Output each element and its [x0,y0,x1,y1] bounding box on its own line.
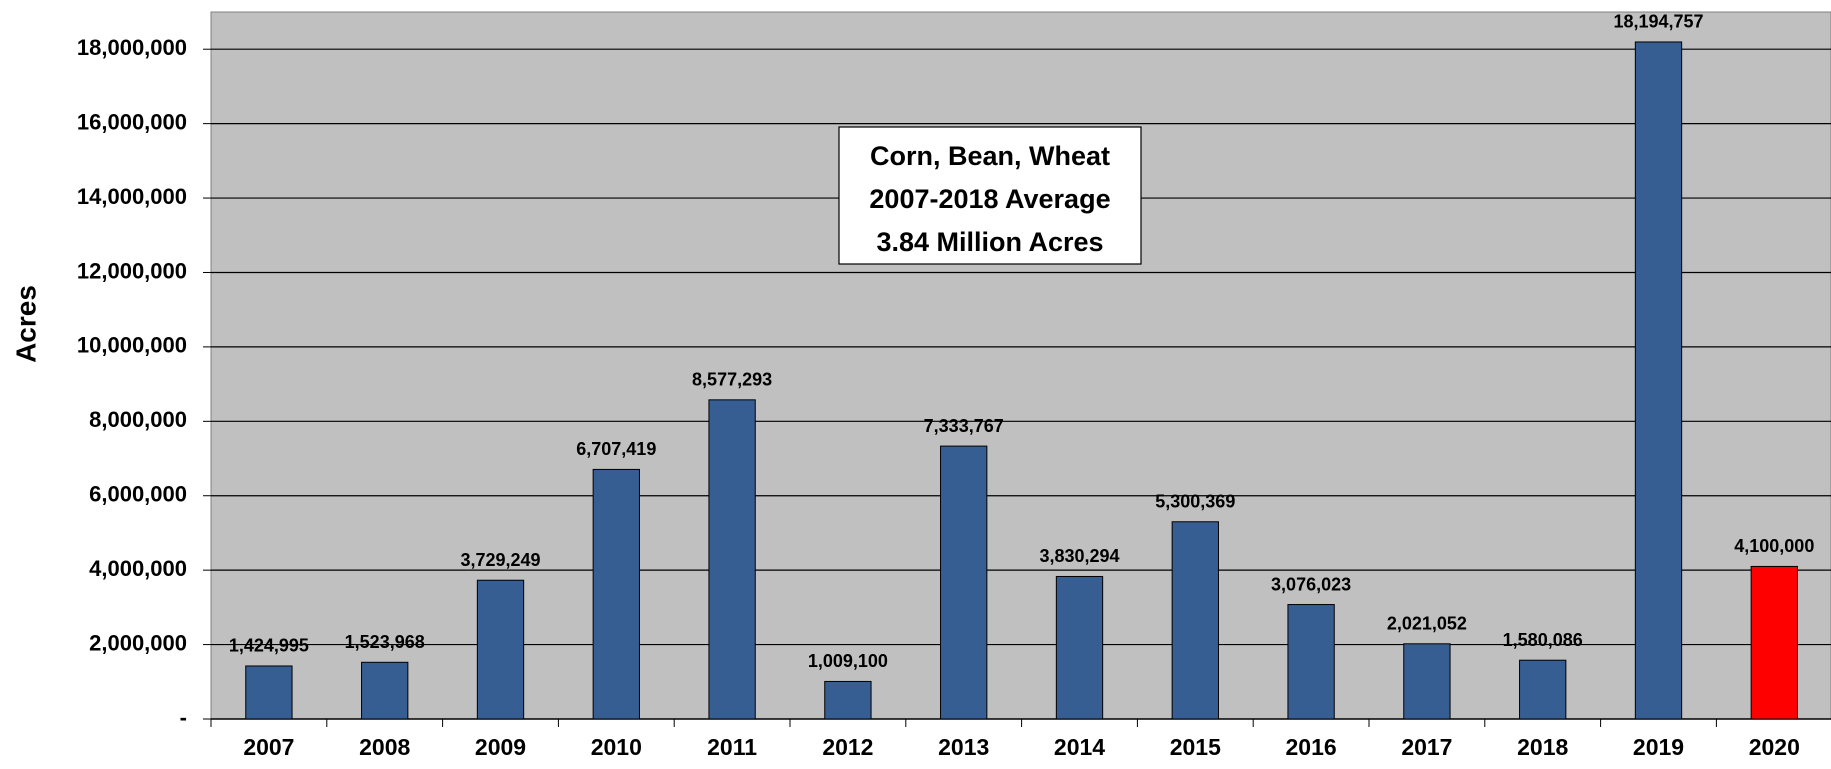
x-tick-label: 2016 [1286,734,1337,760]
annotation-line: 3.84 Million Acres [876,227,1103,257]
bar [1287,604,1335,720]
annotation-box [838,126,1142,265]
value-label: 8,577,293 [692,370,772,390]
y-tick-label: 10,000,000 [77,333,187,358]
x-tick-label: 2017 [1401,734,1452,760]
bar [1634,41,1683,720]
annotation-line: Corn, Bean, Wheat [870,141,1110,171]
x-tick-label: 2007 [243,734,294,760]
value-label: 18,194,757 [1613,12,1703,32]
value-label: 4,100,000 [1734,536,1814,556]
value-label: 3,729,249 [460,550,540,570]
bar [1750,565,1798,720]
value-label: 1,580,086 [1503,630,1583,650]
x-tick-label: 2013 [938,734,989,760]
plot-area [210,11,1831,720]
bar [1171,521,1219,720]
value-label: 1,009,100 [808,651,888,671]
x-tick-label: 2012 [822,734,873,760]
annotation-line: 2007-2018 Average [869,184,1110,214]
y-tick-label: 18,000,000 [77,35,187,60]
x-tick-label: 2014 [1054,734,1105,760]
x-tick-label: 2008 [359,734,410,760]
bar [940,445,988,720]
bar [708,399,756,720]
y-tick-label: 8,000,000 [89,407,187,432]
y-tick-label: 16,000,000 [77,109,187,134]
bar [361,661,409,720]
value-label: 3,830,294 [1039,546,1119,566]
bar [592,468,640,720]
y-tick-label: 12,000,000 [77,258,187,283]
y-tick-label: 6,000,000 [89,482,187,507]
value-label: 1,523,968 [345,632,425,652]
value-label: 1,424,995 [229,636,309,656]
value-label: 3,076,023 [1271,574,1351,594]
y-tick-label: 14,000,000 [77,184,187,209]
value-label: 7,333,767 [924,416,1004,436]
value-label: 2,021,052 [1387,614,1467,634]
bar [1519,659,1567,720]
bar [476,579,525,720]
x-tick-label: 2009 [475,734,526,760]
value-label: 6,707,419 [576,439,656,459]
x-tick-label: 2020 [1749,734,1800,760]
x-tick-label: 2015 [1170,734,1221,760]
x-tick-label: 2010 [591,734,642,760]
bar [1055,575,1104,720]
x-tick-label: 2019 [1633,734,1684,760]
y-tick-label: - [180,705,187,730]
y-tick-label: 2,000,000 [89,630,187,655]
value-label: 5,300,369 [1155,492,1235,512]
bar [245,665,293,720]
bar [1403,643,1451,720]
x-tick-label: 2011 [707,734,757,760]
x-tick-label: 2018 [1517,734,1568,760]
y-tick-label: 4,000,000 [89,556,187,581]
bar [824,680,872,720]
y-axis-label: Acres [10,285,41,363]
